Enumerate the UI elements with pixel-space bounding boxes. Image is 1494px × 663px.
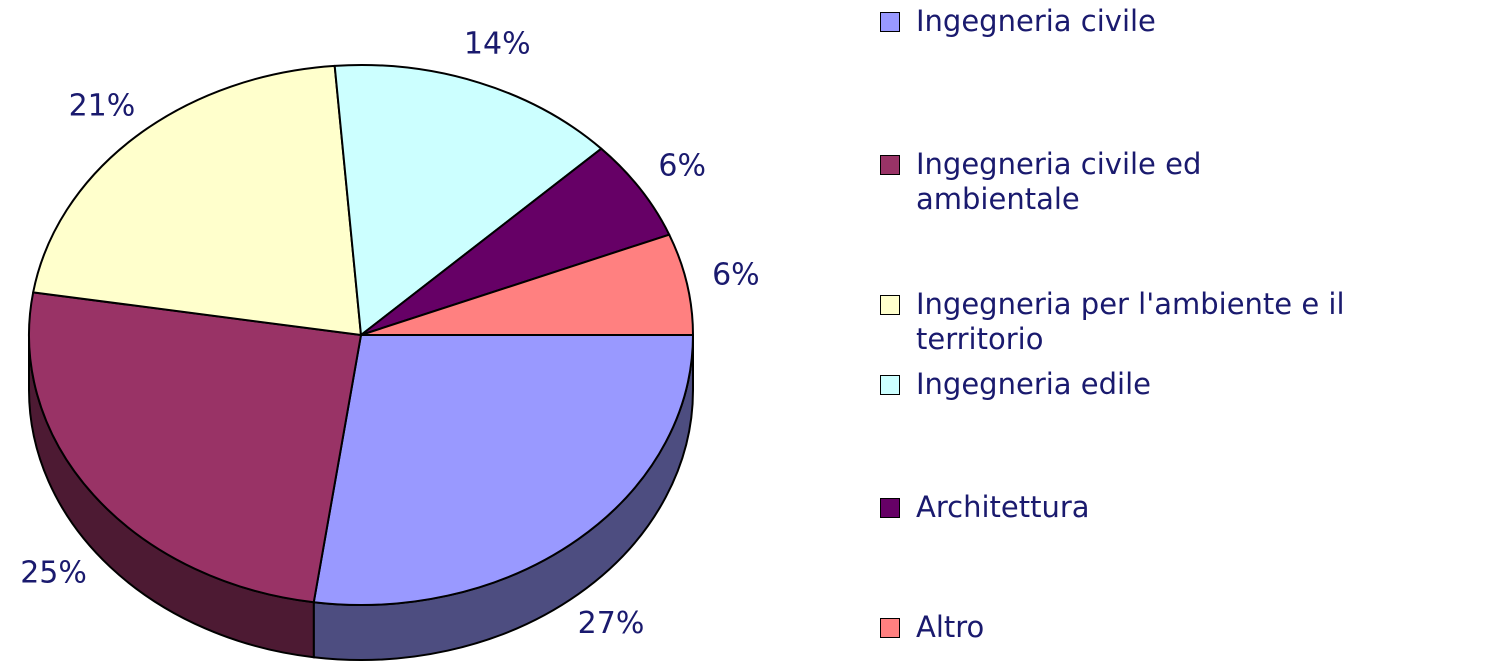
data-label: 6% [658, 149, 706, 184]
data-label: 6% [712, 258, 760, 293]
slice [28, 291, 362, 604]
legend-swatch [880, 375, 900, 395]
legend-swatch [880, 155, 900, 175]
data-label: 21% [69, 88, 136, 123]
legend-swatch [880, 618, 900, 638]
data-label: 14% [464, 26, 531, 61]
data-label: 27% [578, 606, 645, 641]
legend-item: Architettura [880, 490, 1480, 525]
legend-item: Altro [880, 610, 1480, 645]
legend-label: Ingegneria civile [916, 4, 1156, 38]
slice [312, 334, 694, 606]
slice [333, 64, 603, 336]
legend-label: Architettura [916, 490, 1090, 524]
legend-label: Ingegneria civile ed ambientale [916, 147, 1202, 216]
slice [360, 233, 694, 336]
legend-item: Ingegneria civile [880, 4, 1480, 39]
slice [360, 147, 671, 336]
legend-label: Ingegneria edile [916, 367, 1151, 401]
legend-item: Ingegneria civile ed ambientale [880, 147, 1480, 217]
slice [32, 64, 362, 336]
legend-swatch [880, 12, 900, 32]
legend-swatch [880, 498, 900, 518]
legend-label: Altro [916, 610, 985, 644]
legend-item: Ingegneria per l'ambiente e il territori… [880, 287, 1480, 357]
pie-area: 27% 25% 21% 14% 6% 6% [20, 26, 760, 661]
legend-label: Ingegneria per l'ambiente e il territori… [916, 287, 1345, 356]
data-label: 25% [20, 556, 87, 591]
legend-swatch [880, 295, 900, 315]
legend-item: Ingegneria edile [880, 367, 1480, 402]
